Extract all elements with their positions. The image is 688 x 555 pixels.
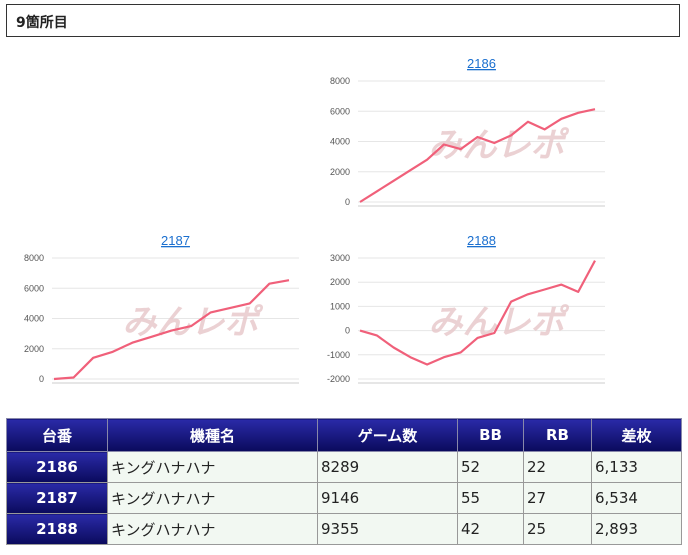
col-header-machine-name: 機種名 <box>107 418 318 452</box>
y-tick-label: 4000 <box>24 314 44 324</box>
col-header-bb: BB <box>457 418 524 452</box>
y-tick-label: 8000 <box>24 253 44 263</box>
diff-coins: 6,534 <box>591 482 682 514</box>
bb-count: 52 <box>457 451 524 483</box>
col-header-rb: RB <box>523 418 592 452</box>
machine-name: キングハナハナ <box>107 451 318 483</box>
y-tick-label: 6000 <box>24 283 44 293</box>
machine-name: キングハナハナ <box>107 482 318 514</box>
table-row: 2187 キングハナハナ 9146 55 27 6,534 <box>6 482 682 514</box>
bb-count: 55 <box>457 482 524 514</box>
machine-name: キングハナハナ <box>107 513 318 545</box>
y-tick-label: 0 <box>345 197 350 207</box>
chart-svg-2186: 2186 0 2000 4000 6000 8000 みんレポ <box>330 56 605 207</box>
section-title: 9箇所目 <box>16 15 68 31</box>
table-row: 2186 キングハナハナ 8289 52 22 6,133 <box>6 451 682 483</box>
watermark-logo: みんレポ <box>429 126 570 166</box>
y-tick-label: -2000 <box>327 374 350 384</box>
machine-number: 2187 <box>6 482 108 514</box>
series-line <box>359 108 596 203</box>
y-tick-label: 6000 <box>330 106 350 116</box>
watermark-logo: みんレポ <box>123 303 264 343</box>
y-tick-label: 4000 <box>330 137 350 147</box>
game-count: 9355 <box>317 513 458 545</box>
y-tick-label: 8000 <box>330 76 350 86</box>
bb-count: 42 <box>457 513 524 545</box>
chart-2186: 2186 0 2000 4000 6000 8000 みんレポ <box>320 55 610 215</box>
chart-title-link[interactable]: 2187 <box>161 233 190 248</box>
y-tick-label: 2000 <box>330 167 350 177</box>
machine-table: 台番 機種名 ゲーム数 BB RB 差枚 2186 キングハナハナ 8289 5… <box>6 418 682 545</box>
col-header-game-count: ゲーム数 <box>317 418 458 452</box>
y-tick-label: 2000 <box>330 277 350 287</box>
machine-number: 2186 <box>6 451 108 483</box>
series-line <box>359 260 596 366</box>
rb-count: 22 <box>523 451 592 483</box>
diff-coins: 6,133 <box>591 451 682 483</box>
col-header-diff: 差枚 <box>591 418 682 452</box>
game-count: 8289 <box>317 451 458 483</box>
diff-coins: 2,893 <box>591 513 682 545</box>
col-header-machine-number: 台番 <box>6 418 108 452</box>
chart-2187: 2187 0 2000 4000 6000 8000 みんレポ <box>14 232 304 392</box>
chart-2188: 2188 -2000 -1000 0 1000 2000 3000 みんレポ <box>320 232 610 392</box>
rb-count: 27 <box>523 482 592 514</box>
table-row: 2188 キングハナハナ 9355 42 25 2,893 <box>6 513 682 545</box>
rb-count: 25 <box>523 513 592 545</box>
table-header-row: 台番 機種名 ゲーム数 BB RB 差枚 <box>6 418 682 452</box>
y-tick-label: 0 <box>39 374 44 384</box>
y-tick-label: -1000 <box>327 350 350 360</box>
y-tick-label: 2000 <box>24 344 44 354</box>
y-tick-label: 0 <box>345 326 350 336</box>
game-count: 9146 <box>317 482 458 514</box>
section-header: 9箇所目 <box>6 4 680 37</box>
series-line <box>53 279 290 381</box>
y-tick-label: 1000 <box>330 301 350 311</box>
machine-number: 2188 <box>6 513 108 545</box>
y-tick-label: 3000 <box>330 253 350 263</box>
chart-title-link[interactable]: 2186 <box>467 56 496 71</box>
chart-title-link[interactable]: 2188 <box>467 233 496 248</box>
chart-svg-2187: 2187 0 2000 4000 6000 8000 みんレポ <box>24 233 299 384</box>
